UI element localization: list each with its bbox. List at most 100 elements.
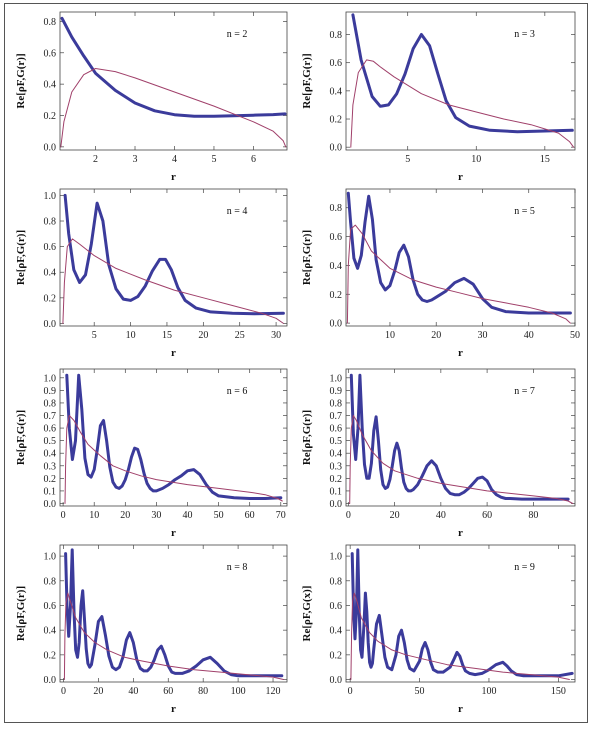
y-tick-label: 0.0: [330, 143, 343, 154]
y-tick-label: 0.2: [44, 650, 57, 661]
y-tick-label: 0.0: [44, 675, 57, 686]
y-tick-label: 0.6: [44, 242, 57, 253]
panel-n-label: n = 6: [227, 386, 248, 397]
density-curve-thin: [349, 415, 574, 504]
figure-frame: [4, 3, 588, 723]
plot-frame: [59, 368, 288, 507]
density-curve-thin: [62, 238, 284, 324]
x-tick-label: 15: [162, 330, 172, 341]
x-tick-label: 150: [551, 686, 566, 697]
y-tick-label: 0.6: [330, 601, 343, 612]
density-curve-thin: [350, 592, 570, 680]
x-axis-label: r: [171, 347, 176, 359]
x-tick-label: 70: [276, 510, 286, 521]
y-tick-label: 0.8: [44, 576, 57, 587]
density-curve-thick: [346, 191, 572, 315]
y-tick-label: 0.4: [330, 626, 343, 637]
y-tick-label: 0.9: [330, 386, 343, 397]
y-tick-label: 0.8: [330, 30, 343, 41]
x-tick-label: 10: [89, 510, 99, 521]
y-tick-label: 0.4: [44, 449, 57, 460]
plot-frame: [59, 11, 288, 151]
y-axis-label: Re[ρF,G(r)]: [15, 230, 27, 285]
x-tick-label: 10: [126, 330, 136, 341]
y-tick-label: 0.8: [44, 217, 57, 228]
x-tick-label: 40: [524, 330, 534, 341]
y-tick-label: 0.1: [44, 486, 57, 497]
y-tick-label: 0.0: [44, 499, 57, 510]
y-tick-label: 0.2: [330, 115, 343, 126]
y-tick-label: 0.4: [330, 261, 343, 272]
x-tick-label: 0: [348, 686, 353, 697]
x-tick-label: 80: [198, 686, 208, 697]
plot-frame: [345, 544, 576, 683]
x-axis-label: r: [458, 171, 463, 183]
y-axis-label: Re[ρF,G(r)]: [15, 586, 27, 641]
y-tick-label: 0.9: [44, 386, 57, 397]
y-axis-label: Re[ρF,G(x)]: [301, 586, 313, 642]
density-curve-thick: [65, 373, 283, 500]
y-axis-label: Re[ρF,G(r)]: [301, 410, 313, 465]
y-tick-label: 0.5: [330, 436, 343, 447]
y-tick-label: 0.6: [330, 424, 343, 435]
x-tick-label: 100: [481, 686, 496, 697]
y-tick-label: 0.2: [330, 650, 343, 661]
y-tick-label: 0.8: [330, 576, 343, 587]
panel-n-label: n = 5: [514, 206, 535, 217]
x-tick-label: 25: [235, 330, 245, 341]
y-tick-label: 1.0: [44, 373, 57, 384]
x-tick-label: 50: [214, 510, 224, 521]
y-tick-label: 0.8: [330, 203, 343, 214]
density-curve-thick: [64, 548, 284, 678]
x-tick-label: 50: [415, 686, 425, 697]
y-tick-label: 0.7: [330, 411, 343, 422]
density-curve-thick: [349, 373, 570, 501]
y-tick-label: 0.8: [44, 398, 57, 409]
y-tick-label: 0.4: [330, 449, 343, 460]
density-curve-thin: [64, 415, 283, 504]
plot-frame: [59, 188, 288, 327]
panel-n-label: n = 2: [227, 29, 248, 40]
x-tick-label: 60: [482, 510, 492, 521]
x-tick-label: 30: [271, 330, 281, 341]
panel-n-label: n = 7: [514, 386, 535, 397]
y-tick-label: 0.0: [330, 675, 343, 686]
y-tick-label: 1.0: [44, 552, 57, 563]
y-tick-label: 0.1: [330, 486, 343, 497]
y-tick-label: 0.4: [44, 80, 57, 91]
density-curve-thin: [63, 592, 284, 680]
x-tick-label: 40: [128, 686, 138, 697]
y-tick-label: 0.6: [44, 424, 57, 435]
x-tick-label: 80: [528, 510, 538, 521]
y-tick-label: 0.2: [44, 111, 57, 122]
y-tick-label: 0.6: [330, 58, 343, 69]
x-tick-label: 120: [266, 686, 281, 697]
x-tick-label: 6: [251, 154, 256, 165]
x-tick-label: 2: [93, 154, 98, 165]
x-tick-label: 4: [172, 154, 177, 165]
plot-frame: [345, 368, 576, 507]
x-tick-label: 30: [151, 510, 161, 521]
x-tick-label: 3: [133, 154, 138, 165]
y-tick-label: 0.4: [330, 86, 343, 97]
y-tick-label: 0.2: [44, 293, 57, 304]
x-tick-label: 15: [540, 154, 550, 165]
x-axis-label: r: [171, 527, 176, 539]
y-tick-label: 0.3: [330, 461, 343, 472]
y-axis-label: Re[ρF,G(r)]: [15, 410, 27, 465]
x-tick-label: 0: [61, 686, 66, 697]
y-tick-label: 0.6: [330, 232, 343, 243]
y-tick-label: 0.8: [44, 17, 57, 28]
x-axis-label: r: [458, 527, 463, 539]
x-tick-label: 30: [477, 330, 487, 341]
x-tick-label: 100: [231, 686, 246, 697]
y-tick-label: 0.2: [44, 474, 57, 485]
x-tick-label: 20: [390, 510, 400, 521]
y-tick-label: 0.0: [330, 319, 343, 330]
y-tick-label: 0.0: [44, 142, 57, 153]
y-tick-label: 0.6: [44, 601, 57, 612]
panel-n-label: n = 9: [514, 562, 535, 573]
y-tick-label: 0.8: [330, 398, 343, 409]
panel-n-label: n = 3: [514, 29, 535, 40]
x-tick-label: 20: [198, 330, 208, 341]
